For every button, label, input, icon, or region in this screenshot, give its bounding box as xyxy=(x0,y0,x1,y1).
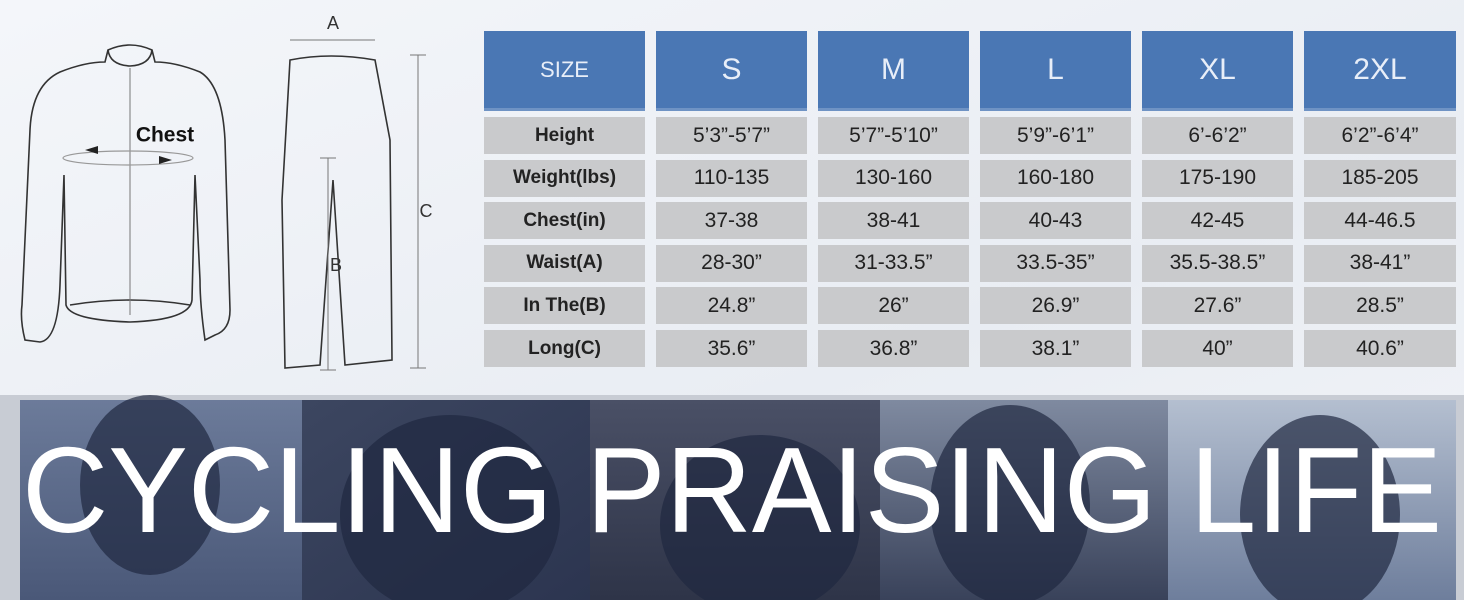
table-cell: 27.6” xyxy=(1142,287,1293,325)
size-diagram: Chest A B C xyxy=(20,13,433,371)
table-cell: 26.9” xyxy=(980,287,1131,325)
table-cell: 40-43 xyxy=(980,202,1131,240)
table-cell: 42-45 xyxy=(1142,202,1293,240)
table-cell: 5’3”-5’7” xyxy=(656,117,807,154)
header-cell: SIZE xyxy=(484,31,645,111)
table-cell: 38.1” xyxy=(980,330,1131,367)
row-label: Weight(lbs) xyxy=(484,159,645,197)
a-label: A xyxy=(327,13,339,33)
table-cell: 38-41 xyxy=(818,202,969,240)
table-cell: 26” xyxy=(818,287,969,325)
table-cell: 6’-6’2” xyxy=(1142,117,1293,154)
chest-label: Chest xyxy=(136,124,194,147)
table-cell: 28-30” xyxy=(656,244,807,282)
b-label: B xyxy=(330,255,342,275)
table-cell: 185-205 xyxy=(1304,159,1456,197)
header-cell: M xyxy=(818,31,969,111)
row-label: Chest(in) xyxy=(484,202,645,240)
table-cell: 31-33.5” xyxy=(818,244,969,282)
table-cell: 35.5-38.5” xyxy=(1142,244,1293,282)
row-label: Waist(A) xyxy=(484,244,645,282)
table-cell: 28.5” xyxy=(1304,287,1456,325)
table-cell: 130-160 xyxy=(818,159,969,197)
table-cell: 37-38 xyxy=(656,202,807,240)
c-label: C xyxy=(420,201,433,221)
row-label: Height xyxy=(484,117,645,154)
header-cell: XL xyxy=(1142,31,1293,111)
table-cell: 36.8” xyxy=(818,330,969,367)
row-label: In The(B) xyxy=(484,287,645,325)
table-cell: 38-41” xyxy=(1304,244,1456,282)
table-cell: 5’7”-5’10” xyxy=(818,117,969,154)
table-cell: 33.5-35” xyxy=(980,244,1131,282)
row-label: Long(C) xyxy=(484,330,645,367)
table-cell: 44-46.5 xyxy=(1304,202,1456,240)
table-cell: 110-135 xyxy=(656,159,807,197)
header-cell: 2XL xyxy=(1304,31,1456,111)
banner-text: CYCLING PRAISING LIFE xyxy=(22,422,1442,558)
table-cell: 35.6” xyxy=(656,330,807,367)
table-cell: 40” xyxy=(1142,330,1293,367)
banner: CYCLING PRAISING LIFE xyxy=(0,395,1464,600)
table-cell: 160-180 xyxy=(980,159,1131,197)
table-cell: 24.8” xyxy=(656,287,807,325)
table-cell: 175-190 xyxy=(1142,159,1293,197)
table-cell: 5’9”-6’1” xyxy=(980,117,1131,154)
header-cell: L xyxy=(980,31,1131,111)
table-cell: 40.6” xyxy=(1304,330,1456,367)
table-cell: 6’2”-6’4” xyxy=(1304,117,1456,154)
header-cell: S xyxy=(656,31,807,111)
